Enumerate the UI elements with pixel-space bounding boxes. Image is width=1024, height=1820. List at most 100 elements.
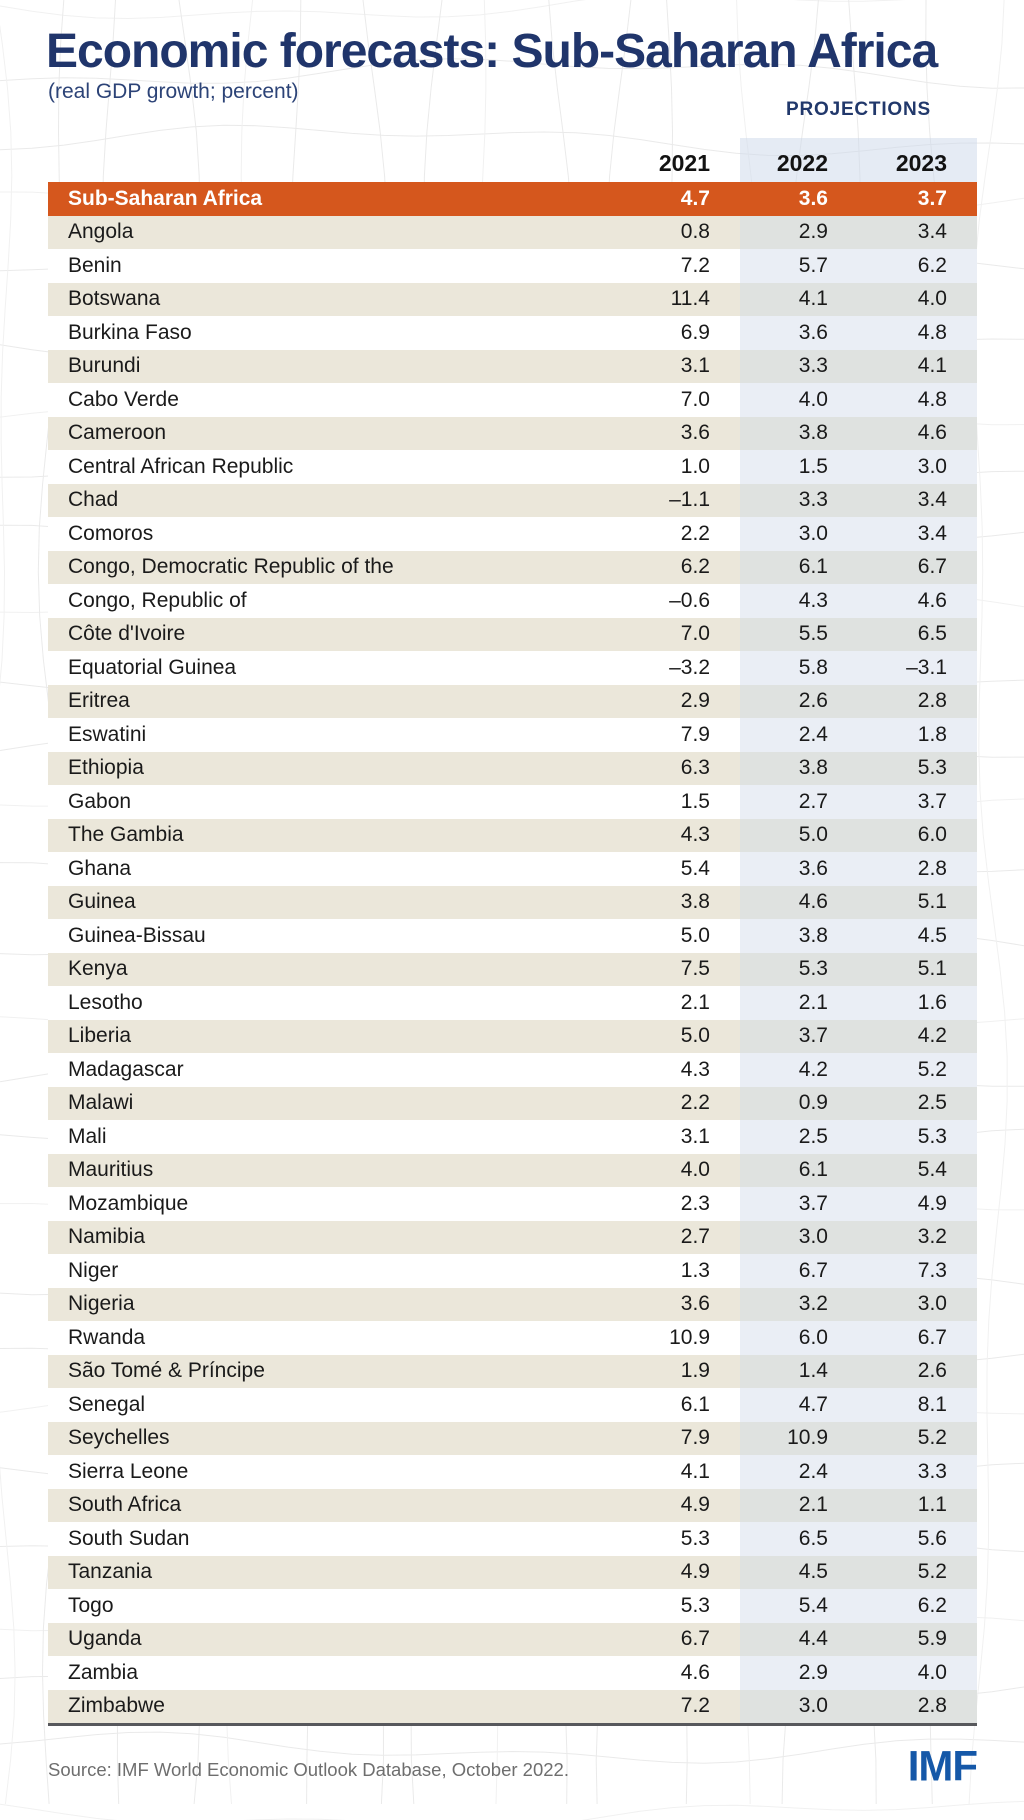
value-cell-2021: 4.9 xyxy=(622,1488,740,1522)
value-cell-2023: 7.3 xyxy=(858,1254,977,1288)
table-row: Kenya 7.5 5.3 5.1 xyxy=(48,952,977,986)
imf-logo: IMF xyxy=(907,1741,978,1790)
table-row: Malawi 2.2 0.9 2.5 xyxy=(48,1086,977,1120)
table-row: São Tomé & Príncipe 1.9 1.4 2.6 xyxy=(48,1354,977,1388)
value-cell-2023: 4.8 xyxy=(858,383,977,417)
value-cell-2023: 5.6 xyxy=(858,1522,977,1556)
value-cell-2021: 7.0 xyxy=(622,383,740,417)
value-cell-2023: 5.1 xyxy=(858,952,977,986)
country-cell: Madagascar xyxy=(48,1053,622,1087)
table-row: Tanzania 4.9 4.5 5.2 xyxy=(48,1555,977,1589)
country-cell: Gabon xyxy=(48,785,622,819)
value-cell-2021: 4.7 xyxy=(680,186,710,210)
value-cell-2023: 4.6 xyxy=(858,416,977,450)
value-cell-2023: 4.8 xyxy=(858,316,977,350)
column-header-2023: 2023 xyxy=(895,150,947,176)
table-row: Guinea-Bissau 5.0 3.8 4.5 xyxy=(48,919,977,953)
value-cell-2022: 3.3 xyxy=(740,349,858,383)
value-cell-2022: 6.5 xyxy=(740,1522,858,1556)
value-cell-2022: 3.0 xyxy=(740,1220,858,1254)
value-cell-2023: 3.0 xyxy=(858,450,977,484)
table-row: Central African Republic 1.0 1.5 3.0 xyxy=(48,450,977,484)
table-row: Congo, Republic of –0.6 4.3 4.6 xyxy=(48,584,977,618)
country-cell: Zambia xyxy=(48,1656,622,1690)
value-cell-2021: 4.0 xyxy=(622,1153,740,1187)
country-cell: The Gambia xyxy=(48,818,622,852)
value-cell-2022: 5.4 xyxy=(740,1589,858,1623)
table-row: Burundi 3.1 3.3 4.1 xyxy=(48,349,977,383)
table-row: Mali 3.1 2.5 5.3 xyxy=(48,1120,977,1154)
value-cell-2023: 3.4 xyxy=(858,215,977,249)
value-cell-2022: 1.5 xyxy=(740,450,858,484)
value-cell-2021: 5.3 xyxy=(622,1522,740,1556)
table-row: Liberia 5.0 3.7 4.2 xyxy=(48,1019,977,1053)
value-cell-2021: 5.0 xyxy=(622,919,740,953)
table-row: Rwanda 10.9 6.0 6.7 xyxy=(48,1321,977,1355)
column-header-2022: 2022 xyxy=(776,150,828,176)
value-cell-2021: 4.3 xyxy=(622,818,740,852)
value-cell-2023: 5.3 xyxy=(858,1120,977,1154)
value-cell-2022: 2.4 xyxy=(740,718,858,752)
value-cell-2022: 4.6 xyxy=(740,885,858,919)
country-cell: Ghana xyxy=(48,852,622,886)
value-cell-2021: 2.2 xyxy=(622,1086,740,1120)
value-cell-2023: –3.1 xyxy=(858,651,977,685)
value-cell-2021: 3.6 xyxy=(622,416,740,450)
projections-label: PROJECTIONS xyxy=(786,99,931,120)
value-cell-2022: 6.1 xyxy=(740,550,858,584)
value-cell-2021: 1.3 xyxy=(622,1254,740,1288)
value-cell-2023: 2.5 xyxy=(858,1086,977,1120)
value-cell-2021: 7.5 xyxy=(622,952,740,986)
country-cell: Comoros xyxy=(48,517,622,551)
value-cell-2023: 4.0 xyxy=(858,282,977,316)
value-cell-2021: –3.2 xyxy=(622,651,740,685)
value-cell-2022: 3.7 xyxy=(740,1019,858,1053)
country-cell: Cameroon xyxy=(48,416,622,450)
value-cell-2023: 4.9 xyxy=(858,1187,977,1221)
value-cell-2021: 5.3 xyxy=(622,1589,740,1623)
table-row: Angola 0.8 2.9 3.4 xyxy=(48,215,977,249)
page-title: Economic forecasts: Sub-Saharan Africa xyxy=(46,25,938,78)
value-cell-2022: 6.0 xyxy=(740,1321,858,1355)
value-cell-2021: 4.6 xyxy=(622,1656,740,1690)
table-row: Togo 5.3 5.4 6.2 xyxy=(48,1589,977,1623)
value-cell-2023: 3.2 xyxy=(858,1220,977,1254)
country-cell: Burundi xyxy=(48,349,622,383)
value-cell-2021: 4.9 xyxy=(622,1555,740,1589)
value-cell-2021: 7.9 xyxy=(622,718,740,752)
table-row: Côte d'Ivoire 7.0 5.5 6.5 xyxy=(48,617,977,651)
country-cell: Cabo Verde xyxy=(48,383,622,417)
value-cell-2022: 3.6 xyxy=(798,186,828,210)
value-cell-2023: 3.3 xyxy=(858,1455,977,1489)
value-cell-2023: 3.7 xyxy=(858,785,977,819)
year-header-row: 2021 2022 2023 xyxy=(48,138,977,182)
country-cell: Congo, Democratic Republic of the xyxy=(48,550,622,584)
value-cell-2022: 3.8 xyxy=(740,919,858,953)
value-cell-2021: 11.4 xyxy=(622,282,740,316)
table-row: Zimbabwe 7.2 3.0 2.8 xyxy=(48,1689,977,1723)
country-cell: Rwanda xyxy=(48,1321,622,1355)
country-cell: Côte d'Ivoire xyxy=(48,617,622,651)
value-cell-2022: 2.7 xyxy=(740,785,858,819)
country-cell: Guinea-Bissau xyxy=(48,919,622,953)
table-row: Uganda 6.7 4.4 5.9 xyxy=(48,1622,977,1656)
table-row: Cameroon 3.6 3.8 4.6 xyxy=(48,416,977,450)
country-cell: Zimbabwe xyxy=(48,1689,622,1723)
table-row: The Gambia 4.3 5.0 6.0 xyxy=(48,818,977,852)
value-cell-2023: 5.9 xyxy=(858,1622,977,1656)
value-cell-2021: 2.3 xyxy=(622,1187,740,1221)
value-cell-2022: 4.7 xyxy=(740,1388,858,1422)
value-cell-2022: 4.0 xyxy=(740,383,858,417)
value-cell-2022: 3.0 xyxy=(740,517,858,551)
value-cell-2021: 6.2 xyxy=(622,550,740,584)
value-cell-2022: 4.4 xyxy=(740,1622,858,1656)
table-row: Madagascar 4.3 4.2 5.2 xyxy=(48,1053,977,1087)
value-cell-2022: 5.7 xyxy=(740,249,858,283)
table-row: South Sudan 5.3 6.5 5.6 xyxy=(48,1522,977,1556)
country-cell: Togo xyxy=(48,1589,622,1623)
value-cell-2023: 5.1 xyxy=(858,885,977,919)
value-cell-2023: 5.2 xyxy=(858,1053,977,1087)
value-cell-2021: 6.1 xyxy=(622,1388,740,1422)
table-row: Mauritius 4.0 6.1 5.4 xyxy=(48,1153,977,1187)
